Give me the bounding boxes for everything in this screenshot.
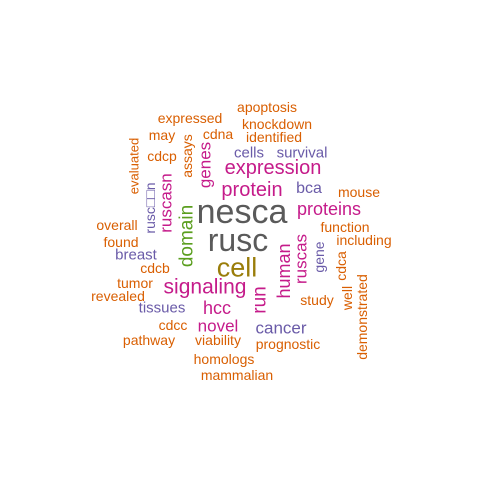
- word-study: study: [300, 292, 334, 308]
- word-expressed: expressed: [157, 110, 223, 126]
- word-novel: novel: [197, 316, 239, 336]
- word-survival: survival: [276, 144, 328, 162]
- word-bca: bca: [296, 180, 322, 197]
- word-demonstrated: demonstrated: [354, 274, 370, 360]
- word-found: found: [103, 234, 139, 250]
- word-cdcc: cdcc: [158, 317, 188, 333]
- word-including: including: [336, 232, 392, 248]
- word-genes: genes: [195, 141, 215, 189]
- word-apoptosis: apoptosis: [237, 99, 297, 115]
- word-run: run: [249, 286, 271, 314]
- word-tumor: tumor: [117, 275, 153, 291]
- word-cancer: cancer: [255, 318, 307, 338]
- word-homologs: homologs: [193, 351, 255, 367]
- word-mouse: mouse: [337, 184, 381, 200]
- word-rusc: rusc: [207, 222, 269, 258]
- word-protein: protein: [221, 179, 283, 201]
- word-cdcb: cdcb: [140, 260, 170, 276]
- word-proteins: proteins: [296, 199, 362, 219]
- word-tissues: tissues: [138, 299, 186, 317]
- word-ruscas: ruscas: [291, 233, 311, 285]
- word-assays: assays: [179, 134, 195, 178]
- word-prognostic: prognostic: [255, 336, 321, 352]
- word-domain: domain: [176, 204, 198, 268]
- word-cell: cell: [216, 252, 258, 283]
- word-cdca: cdca: [333, 251, 349, 281]
- word-may: may: [148, 127, 176, 143]
- word-cells: cells: [233, 144, 265, 162]
- word-cdcp: cdcp: [147, 148, 177, 164]
- word-gene: gene: [311, 241, 327, 273]
- word-rusc-nn: rusc□□n: [142, 182, 158, 234]
- word-mammalian: mammalian: [200, 367, 274, 383]
- word-well: well: [339, 285, 355, 311]
- word-human: human: [274, 243, 294, 299]
- word-evaluated: evaluated: [126, 137, 142, 195]
- word-revealed: revealed: [91, 288, 145, 304]
- word-nesca: nesca: [196, 193, 288, 231]
- word-knockdown: knockdown: [241, 116, 313, 132]
- word-pathway: pathway: [122, 332, 176, 348]
- word-signaling: signaling: [163, 275, 247, 299]
- word-viability: viability: [195, 332, 241, 348]
- word-ruscasn: ruscasn: [156, 173, 176, 233]
- word-breast: breast: [115, 246, 157, 264]
- word-expression: expression: [224, 157, 322, 179]
- word-overall: overall: [96, 217, 138, 233]
- word-identified: identified: [245, 129, 303, 145]
- word-hcc: hcc: [202, 298, 232, 318]
- word-function: function: [320, 219, 370, 235]
- word-cdna: cdna: [202, 126, 234, 142]
